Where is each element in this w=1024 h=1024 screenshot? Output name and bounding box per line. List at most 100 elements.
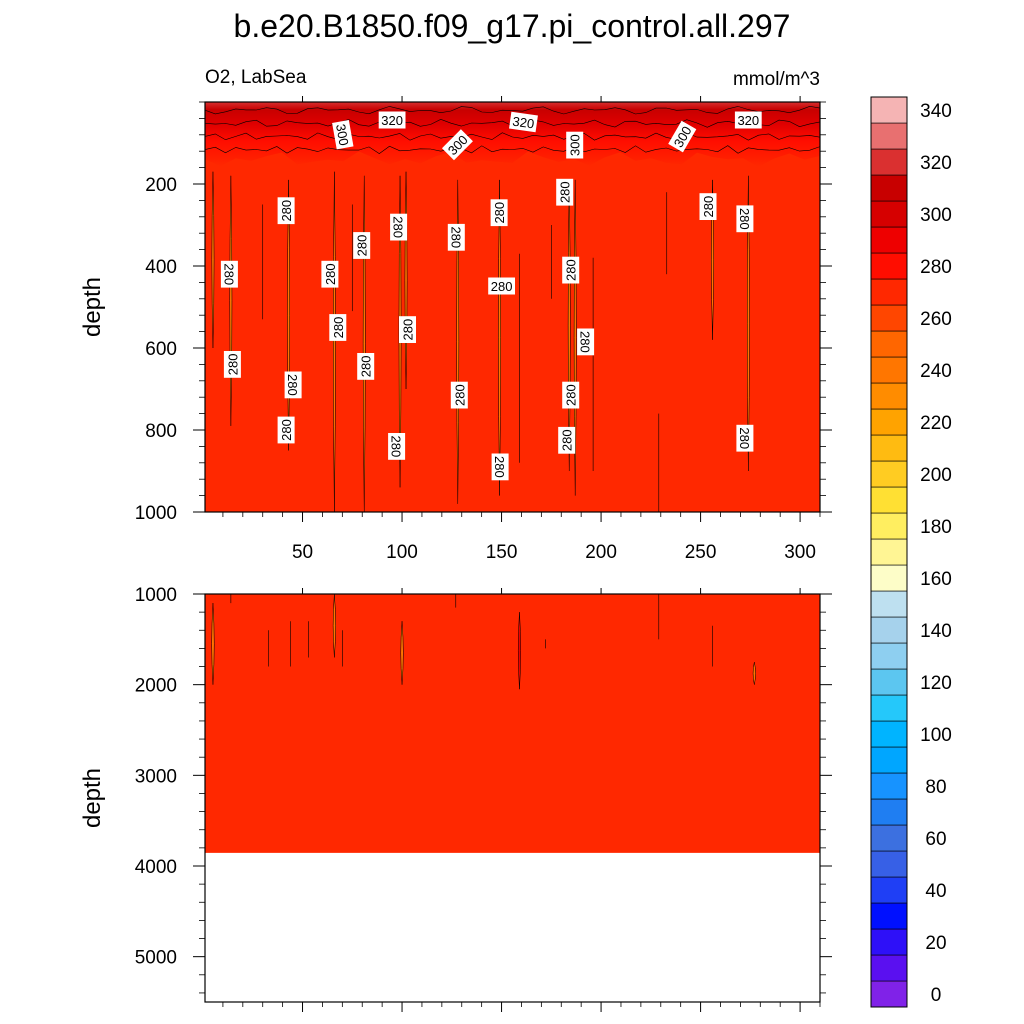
y-tick-label: 200	[145, 175, 177, 196]
x-tick-label: 150	[486, 542, 518, 563]
units-label: mmol/m^3	[733, 69, 820, 90]
contour-streak	[400, 621, 404, 685]
contour-label-0: 300	[332, 120, 354, 150]
svg-text:280: 280	[560, 429, 575, 451]
svg-text:280: 280	[491, 279, 513, 294]
contour-label-16: 280	[390, 213, 408, 241]
contour-streak	[332, 594, 336, 658]
contour-streak	[404, 171, 408, 390]
contour-label-10: 280	[284, 371, 302, 399]
contour-label-8: 280	[220, 260, 238, 288]
svg-text:280: 280	[492, 456, 507, 478]
contour-streak	[752, 661, 756, 685]
surface-contour-line	[205, 132, 820, 141]
contour-label-28: 280	[558, 426, 576, 454]
colorbar-label: 180	[920, 517, 952, 538]
colorbar-swatch	[870, 200, 908, 228]
colorbar-label: 120	[920, 673, 952, 694]
x-tick-label: 250	[685, 542, 717, 563]
contour-label-29: 280	[699, 193, 717, 221]
contour-streak	[746, 175, 750, 472]
lower-frame	[204, 593, 821, 1003]
contour-streak	[211, 603, 215, 685]
colorbar-swatch	[870, 824, 908, 852]
contour-label-26: 280	[577, 328, 595, 356]
colorbar-swatch	[870, 304, 908, 332]
colorbar-label: 320	[920, 153, 952, 174]
svg-text:280: 280	[355, 235, 370, 257]
colorbar-swatch	[870, 590, 908, 618]
y-tick-label: 5000	[135, 948, 177, 969]
colorbar-label: 220	[920, 413, 952, 434]
y-tick-label: 800	[145, 421, 177, 442]
upper-frame	[204, 101, 821, 513]
colorbar-swatch	[870, 616, 908, 644]
svg-text:280: 280	[391, 216, 406, 238]
colorbar-swatch	[870, 330, 908, 358]
colorbar-swatch	[870, 460, 908, 488]
colorbar-frame	[870, 96, 908, 1008]
contour-label-18: 280	[388, 432, 406, 460]
svg-text:280: 280	[452, 384, 467, 406]
colorbar: 0 20 40 60 80 100 120 140 160 180 200 220 240 260 280 3…	[870, 96, 952, 1008]
colorbar-label: 300	[920, 205, 952, 226]
colorbar-swatch	[870, 486, 908, 514]
x-tick-label: 300	[784, 542, 816, 563]
surface-contour-line	[205, 105, 820, 115]
svg-text:280: 280	[701, 196, 716, 218]
svg-text:280: 280	[331, 317, 346, 339]
contour-label-21: 280	[490, 199, 508, 227]
colorbar-label: 100	[920, 725, 952, 746]
colorbar-label: 60	[925, 829, 946, 850]
svg-text:280: 280	[389, 436, 404, 458]
svg-text:280: 280	[564, 384, 579, 406]
svg-text:280: 280	[221, 263, 236, 285]
colorbar-label: 240	[920, 361, 952, 382]
surface-high-oxygen-layer	[205, 102, 820, 167]
colorbar-swatch	[870, 252, 908, 280]
deep-oxygen-field	[205, 594, 820, 853]
contour-label-31: 280	[736, 424, 754, 452]
colorbar-swatch	[870, 356, 908, 384]
svg-text:320: 320	[381, 113, 403, 128]
colorbar-swatch	[870, 408, 908, 436]
contour-label-13: 280	[329, 314, 347, 341]
contour-label-30: 280	[736, 205, 754, 233]
colorbar-swatch	[870, 928, 908, 956]
colorbar-swatch	[870, 720, 908, 748]
svg-text:320: 320	[512, 114, 536, 132]
colorbar-label: 80	[925, 777, 946, 798]
contour-streak	[456, 179, 460, 504]
contour-streak	[333, 171, 336, 512]
colorbar-swatch	[870, 434, 908, 462]
y-tick-label: 1000	[135, 503, 177, 524]
contour-label-24: 280	[556, 178, 574, 206]
x-tick-label: 50	[292, 542, 313, 563]
y-tick-label: 400	[145, 257, 177, 278]
variable-label: O2, LabSea	[205, 67, 307, 88]
colorbar-swatch	[870, 226, 908, 254]
colorbar-swatch	[870, 538, 908, 566]
svg-text:280: 280	[448, 226, 463, 248]
colorbar-label: 260	[920, 309, 952, 330]
colorbar-label: 160	[920, 569, 952, 590]
colorbar-swatch	[870, 174, 908, 202]
y-tick-label: 1000	[135, 585, 177, 606]
x-tick-label: 200	[585, 542, 617, 563]
contour-label-25: 280	[562, 256, 580, 284]
svg-text:280: 280	[737, 208, 752, 230]
colorbar-swatch	[870, 746, 908, 774]
colorbar-swatch	[870, 122, 908, 150]
colorbar-swatch	[870, 668, 908, 696]
colorbar-swatch	[870, 382, 908, 410]
upper-ylabel: depth	[79, 277, 106, 337]
svg-text:280: 280	[558, 181, 573, 203]
contour-label-7: 280	[277, 197, 295, 225]
svg-text:280: 280	[401, 319, 416, 341]
x-tick-label: 100	[386, 542, 418, 563]
contour-label-22: 280	[488, 277, 515, 295]
svg-text:280: 280	[578, 331, 593, 353]
colorbar-label: 200	[920, 465, 952, 486]
lower-ylabel: depth	[79, 768, 106, 828]
